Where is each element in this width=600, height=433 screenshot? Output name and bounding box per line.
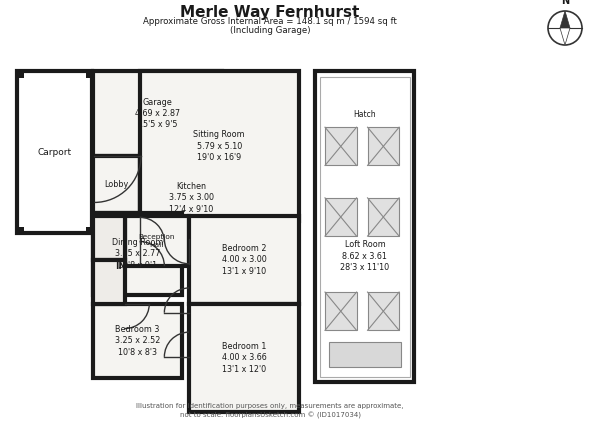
Bar — [320, 77, 410, 377]
Bar — [93, 304, 182, 378]
Text: Bedroom 1
4.00 x 3.66
13'1 x 12'0: Bedroom 1 4.00 x 3.66 13'1 x 12'0 — [221, 342, 266, 374]
Polygon shape — [560, 11, 570, 28]
Bar — [368, 198, 399, 236]
Bar — [325, 198, 356, 236]
Text: Illustration for identification purposes only, measurements are approximate,
not: Illustration for identification purposes… — [136, 403, 404, 419]
Bar — [189, 304, 299, 412]
Text: N: N — [561, 0, 569, 6]
Bar — [93, 213, 182, 295]
Bar — [17, 227, 23, 234]
Bar — [17, 71, 92, 233]
Text: Kitchen
3.75 x 3.00
12'4 x 9'10: Kitchen 3.75 x 3.00 12'4 x 9'10 — [169, 182, 214, 214]
Bar — [368, 292, 399, 330]
Bar — [325, 292, 356, 330]
Bar — [86, 227, 92, 234]
Text: Hatch: Hatch — [353, 110, 376, 119]
Polygon shape — [560, 28, 570, 45]
Bar — [140, 154, 242, 242]
Bar — [316, 71, 415, 382]
Bar — [125, 216, 189, 266]
Text: Bedroom 2
4.00 x 3.00
13'1 x 9'10: Bedroom 2 4.00 x 3.00 13'1 x 9'10 — [221, 244, 266, 276]
Text: Garage
4.69 x 2.87
15'5 x 9'5: Garage 4.69 x 2.87 15'5 x 9'5 — [135, 97, 180, 129]
Text: IN: IN — [115, 262, 126, 271]
Bar — [93, 71, 222, 156]
Bar — [189, 216, 299, 304]
Text: Bedroom 3
3.25 x 2.52
10'8 x 8'3: Bedroom 3 3.25 x 2.52 10'8 x 8'3 — [115, 325, 160, 357]
Bar — [368, 127, 399, 165]
Bar — [93, 156, 140, 213]
Bar — [93, 216, 125, 260]
Bar — [329, 342, 401, 367]
Text: Loft Room
8.62 x 3.61
28'3 x 11'10: Loft Room 8.62 x 3.61 28'3 x 11'10 — [340, 240, 389, 272]
Text: (Including Garage): (Including Garage) — [230, 26, 310, 35]
Text: Approximate Gross Internal Area = 148.1 sq m / 1594 sq ft: Approximate Gross Internal Area = 148.1 … — [143, 17, 397, 26]
Bar — [86, 71, 92, 78]
Text: Merle Way Fernhurst: Merle Way Fernhurst — [181, 5, 359, 20]
Text: Sitting Room
5.79 x 5.10
19'0 x 16'9: Sitting Room 5.79 x 5.10 19'0 x 16'9 — [193, 130, 245, 162]
Bar — [93, 260, 125, 304]
Bar — [17, 71, 23, 78]
Text: Dining Room
3.25 x 2.77
10'8 x 9'1: Dining Room 3.25 x 2.77 10'8 x 9'1 — [112, 238, 163, 270]
Text: Reception
Hall: Reception Hall — [139, 234, 175, 248]
Bar — [325, 127, 356, 165]
Text: Lobby: Lobby — [104, 180, 128, 189]
Text: Carport: Carport — [37, 148, 71, 157]
Bar — [140, 71, 299, 221]
